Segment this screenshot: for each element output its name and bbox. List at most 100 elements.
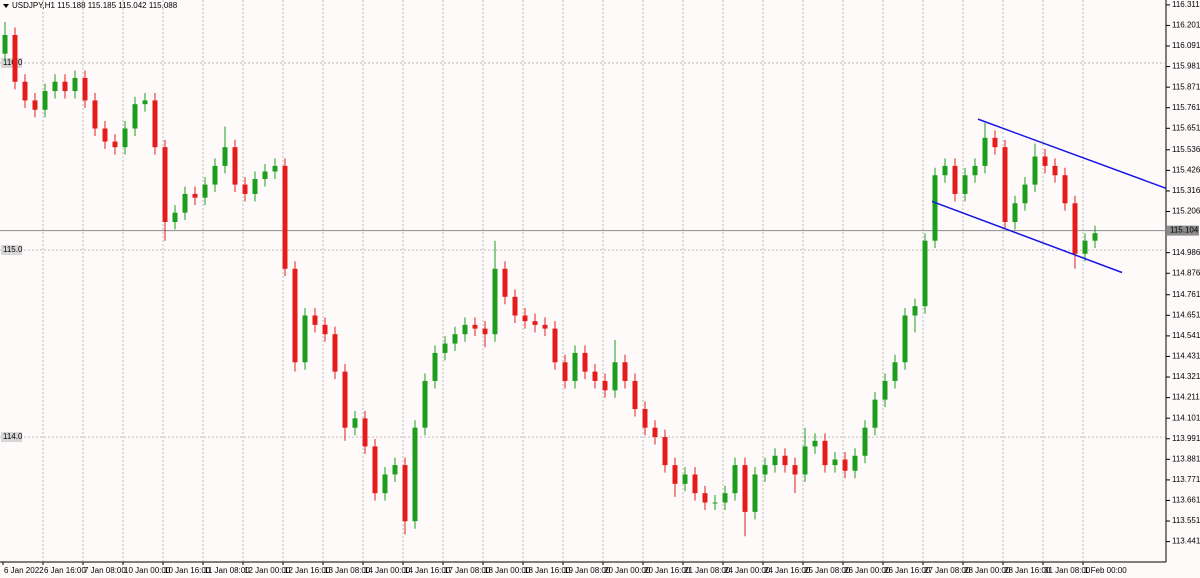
y-tick-label: 113.551: [1172, 516, 1200, 525]
candle-body: [1042, 156, 1048, 166]
candle-body: [1072, 203, 1078, 254]
x-tick-label: 1 Feb 00:00: [1084, 566, 1127, 575]
current-price-box: [1167, 225, 1199, 236]
candle-body: [482, 328, 488, 335]
y-tick-label: 116.091: [1172, 41, 1200, 50]
candle-body: [342, 371, 348, 428]
candle-body: [272, 165, 278, 172]
candle-body: [782, 455, 788, 466]
x-tick-label: 26 Jan 00:00: [844, 566, 891, 575]
candle-body: [112, 141, 118, 148]
candle-body: [202, 184, 208, 198]
x-tick-label: 20 Jan 16:00: [644, 566, 691, 575]
x-tick-label: 20 Jan 00:00: [604, 566, 651, 575]
candle-body: [152, 100, 158, 148]
candle-body: [942, 165, 948, 176]
candle-body: [612, 362, 618, 391]
candle-body: [172, 212, 178, 222]
y-tick-label: 114.986: [1172, 248, 1200, 257]
y-tick-label: 114.211: [1172, 393, 1200, 402]
candle-body: [982, 137, 988, 166]
candle-body: [952, 165, 958, 194]
candle-body: [122, 128, 128, 148]
x-tick-label: 11 Jan 08:00: [204, 566, 250, 575]
candle-body: [762, 465, 768, 475]
candle-body: [1082, 240, 1088, 254]
y-tick-label: 116.201: [1172, 21, 1200, 30]
x-tick-label: 24 Jan 00:00: [724, 566, 771, 575]
candle-body: [362, 418, 368, 447]
candle-body: [502, 268, 508, 297]
candle-body: [92, 100, 98, 129]
y-tick-label: 114.761: [1172, 290, 1200, 299]
y-tick-label: 114.101: [1172, 413, 1200, 422]
candle-body: [972, 165, 978, 176]
candle-body: [732, 465, 738, 494]
candle-body: [32, 100, 38, 110]
y-tick-label: 114.431: [1172, 352, 1200, 361]
candle-body: [332, 334, 338, 372]
candle-body: [602, 380, 608, 391]
candle-body: [672, 465, 678, 484]
level-label-box: [1, 58, 22, 69]
x-tick-label: 24 Jan 16:00: [764, 566, 811, 575]
candle-body: [532, 321, 538, 325]
candle-body: [902, 315, 908, 363]
candle-body: [542, 324, 548, 329]
candle-body: [1032, 156, 1038, 185]
candle-body: [282, 165, 288, 269]
candle-body: [132, 104, 138, 129]
y-tick-label: 115.316: [1172, 186, 1200, 195]
candle-body: [882, 380, 888, 400]
current-price-label: 115.104: [1170, 226, 1199, 235]
x-tick-label: 10 Jan 00:00: [124, 566, 171, 575]
candle-body: [42, 91, 48, 110]
candle-body: [552, 328, 558, 363]
candle-body: [82, 77, 88, 101]
x-tick-label: 6 Jan 16:00: [44, 566, 86, 575]
candle-body: [312, 315, 318, 325]
candle-body: [682, 474, 688, 484]
x-tick-label: 14 Jan 16:00: [404, 566, 451, 575]
candle-body: [12, 34, 18, 82]
y-tick-label: 116.311: [1172, 0, 1200, 9]
candle-body: [352, 418, 358, 428]
candle-body: [792, 465, 798, 475]
candle-body: [2, 34, 8, 54]
candle-body: [22, 81, 28, 101]
candle-body: [862, 427, 868, 456]
candle-body: [892, 362, 898, 381]
x-tick-label: 21 Jan 08:00: [684, 566, 731, 575]
x-tick-label: 7 Jan 08:00: [84, 566, 126, 575]
candle-body: [752, 474, 758, 512]
candle-body: [712, 502, 718, 504]
candle-body: [392, 465, 398, 475]
level-label: 114.0: [3, 432, 23, 441]
candle-body: [472, 324, 478, 329]
candle-body: [592, 371, 598, 381]
candle-body: [192, 193, 198, 198]
candle-body: [692, 474, 698, 494]
candle-body: [382, 474, 388, 494]
y-tick-label: 115.426: [1172, 165, 1200, 174]
x-tick-label: 12 Jan 16:00: [284, 566, 331, 575]
candle-body: [822, 440, 828, 466]
x-tick-label: 28 Jan 16:00: [1004, 566, 1051, 575]
candle-body: [142, 100, 148, 105]
chart-title: USDJPY,H1 115.188 115.185 115.042 115.08…: [12, 1, 178, 10]
candle-body: [582, 352, 588, 372]
candle-body: [462, 324, 468, 335]
candle-body: [622, 362, 628, 381]
candle-body: [742, 465, 748, 512]
y-tick-label: 113.661: [1172, 496, 1200, 505]
x-tick-label: 12 Jan 00:00: [244, 566, 291, 575]
candle-body: [252, 178, 258, 194]
candle-body: [842, 459, 848, 471]
y-tick-label: 114.321: [1172, 372, 1200, 381]
x-tick-label: 10 Jan 16:00: [164, 566, 211, 575]
menu-icon[interactable]: [3, 4, 9, 8]
candle-body: [632, 380, 638, 410]
candle-body: [422, 380, 428, 428]
candle-body: [52, 81, 58, 92]
